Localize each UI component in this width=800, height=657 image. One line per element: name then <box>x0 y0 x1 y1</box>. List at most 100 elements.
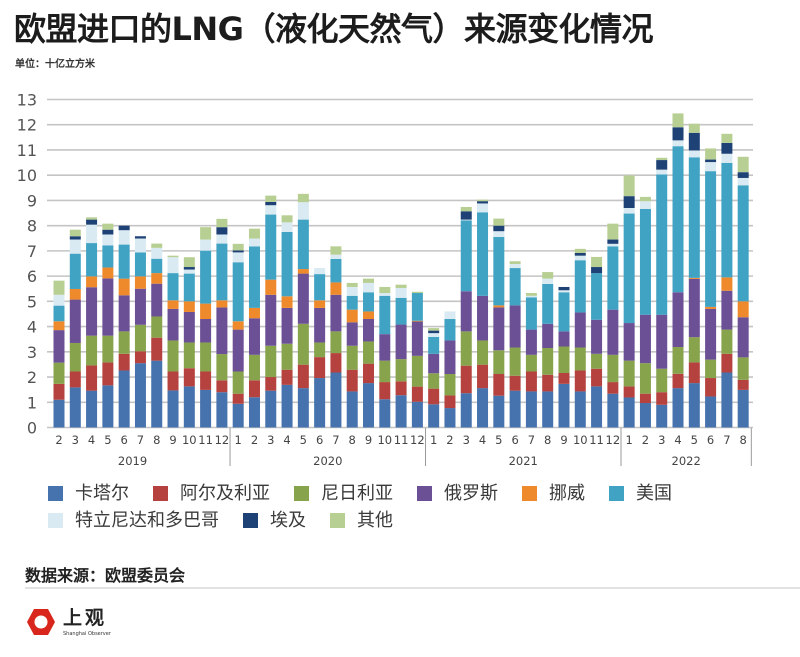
bar-segment <box>86 243 98 277</box>
bar-segment <box>688 362 700 384</box>
bar-segment <box>477 295 489 341</box>
bar-segment <box>688 277 700 279</box>
bar-segment <box>444 340 456 375</box>
bar-segment <box>118 295 130 332</box>
bar-segment <box>118 353 130 371</box>
bar-segment <box>428 330 440 334</box>
bar-segment <box>607 309 619 355</box>
bar-segment <box>281 296 293 308</box>
bar-segment <box>314 342 326 358</box>
bar-segment <box>69 288 81 300</box>
bar-segment <box>705 159 717 163</box>
legend-label: 阿尔及利亚 <box>180 482 270 504</box>
bar-segment <box>232 250 244 253</box>
bar-segment <box>525 329 537 355</box>
bar-segment <box>363 282 375 293</box>
bar-segment <box>411 293 423 321</box>
bar-segment <box>248 307 260 319</box>
logo-name-en: Shanghai Observer <box>63 631 111 637</box>
x-tick-label: 10 <box>573 433 588 447</box>
bar-segment <box>69 387 81 428</box>
x-tick-label: 2 <box>55 433 62 447</box>
bar-segment <box>232 371 244 394</box>
bar-segment <box>574 391 586 428</box>
bar-segment <box>477 203 489 213</box>
bar-segment <box>460 211 472 220</box>
bar-segment <box>330 294 342 332</box>
bar-segment <box>151 258 163 274</box>
legend-item-nigeria: 尼日利亚 <box>294 483 393 505</box>
bar-segment <box>444 311 456 320</box>
bar-segment <box>672 146 684 293</box>
legend: 卡塔尔 阿尔及利亚 尼日利亚 俄罗斯 挪威 美国 特立尼达和多巴哥 <box>48 480 696 534</box>
bar-segment <box>607 354 619 383</box>
bar-segment <box>558 346 570 374</box>
year-label: 2020 <box>313 454 342 468</box>
bar-segment <box>346 295 358 310</box>
legend-row-1: 卡塔尔 阿尔及利亚 尼日利亚 俄罗斯 挪威 美国 <box>48 480 696 507</box>
bar-segment <box>216 218 228 228</box>
x-tick-label: 9 <box>365 433 372 447</box>
bar-segment <box>623 386 635 398</box>
bar-segment <box>314 357 326 379</box>
bar-segment <box>411 321 423 356</box>
x-tick-label: 8 <box>153 433 160 447</box>
bar-segment <box>509 347 521 376</box>
bar-segment <box>509 264 521 269</box>
bar-segment <box>248 318 260 355</box>
bar-segment <box>363 319 375 342</box>
x-tick-label: 2 <box>251 433 258 447</box>
bar-segment <box>102 385 114 428</box>
bar-segment <box>379 293 391 296</box>
bar-segment <box>134 288 146 325</box>
x-tick-label: 9 <box>560 433 567 447</box>
bar-segment <box>363 278 375 283</box>
bar-segment <box>721 372 733 428</box>
x-tick-label: 10 <box>182 433 197 447</box>
bar-segment <box>574 252 586 256</box>
bar-segment <box>216 227 228 235</box>
bar-segment <box>525 354 537 372</box>
x-tick-label: 10 <box>377 433 392 447</box>
bar-segment <box>314 378 326 428</box>
bar-segment <box>705 378 717 397</box>
bar-segment <box>688 132 700 151</box>
x-tick-label: 8 <box>349 433 356 447</box>
bar-segment <box>118 225 130 231</box>
bar-segment <box>493 237 505 306</box>
bar-segment <box>656 392 668 405</box>
legend-swatch-trinidad-tobago <box>48 513 63 528</box>
bar-segment <box>558 286 570 291</box>
bar-segment <box>558 292 570 332</box>
x-tick-label: 7 <box>137 433 144 447</box>
legend-label: 特立尼达和多巴哥 <box>75 509 219 531</box>
data-source: 数据来源：欧盟委员会 <box>25 566 186 585</box>
bar-segment <box>395 297 407 325</box>
x-tick-label: 4 <box>674 433 681 447</box>
bar-segment <box>167 340 179 372</box>
bar-segment <box>428 404 440 428</box>
bar-segment <box>672 113 684 128</box>
bar-segment <box>69 371 81 388</box>
bar-segment <box>672 292 684 348</box>
bar-segment <box>330 372 342 428</box>
legend-label: 俄罗斯 <box>444 482 498 504</box>
bar-segment <box>232 262 244 322</box>
bar-segment <box>460 291 472 332</box>
bar-segment <box>607 246 619 310</box>
bar-segment <box>493 231 505 238</box>
bar-segment <box>134 363 146 428</box>
bar-segment <box>297 364 309 389</box>
bar-segment <box>411 320 423 322</box>
x-tick-label: 9 <box>169 433 176 447</box>
y-tick-label: 10 <box>17 166 37 185</box>
bar-segment <box>395 324 407 360</box>
bar-segment <box>477 212 489 296</box>
x-tick-label: 11 <box>198 433 213 447</box>
bar-segment <box>118 278 130 296</box>
bar-segment <box>639 314 651 364</box>
bar-segment <box>379 399 391 428</box>
bar-segment <box>330 331 342 354</box>
bar-segment <box>200 227 212 240</box>
bar-segment <box>200 342 212 372</box>
